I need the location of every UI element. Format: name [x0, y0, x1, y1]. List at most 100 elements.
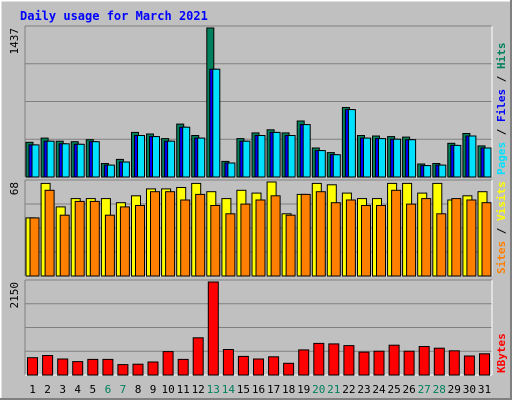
legend-visits-sites: Sites / Visits	[495, 181, 508, 274]
bar-kbytes-day-23	[358, 351, 370, 376]
bar-kbytes-day-29	[448, 350, 460, 376]
x-tick-label-day-28: 28	[433, 383, 446, 396]
bar-sites-day-27	[421, 198, 432, 277]
bar-pages-day-27	[423, 165, 432, 178]
bar-sites-day-29	[451, 198, 462, 277]
bar-sites-day-24	[376, 205, 386, 277]
bar-sites-day-3	[59, 214, 70, 277]
bar-sites-day-14	[225, 213, 236, 277]
x-tick-label-day-22: 22	[342, 383, 355, 396]
bar-kbytes-day-3	[57, 358, 69, 376]
legend-entry: KBytes	[495, 333, 508, 373]
x-tick-label-day-29: 29	[448, 383, 461, 396]
panel-visits-sites: 68 Sites / Visits	[8, 179, 508, 277]
x-tick-label-day-11: 11	[177, 383, 190, 396]
x-tick-label-day-18: 18	[282, 383, 295, 396]
bar-pages-day-23	[363, 137, 371, 178]
x-tick-label-day-14: 14	[222, 383, 236, 396]
legend-entry: /	[495, 122, 508, 142]
bar-sites-day-17	[270, 195, 281, 277]
bar-pages-day-10	[167, 140, 176, 178]
legend-entry: Pages	[495, 142, 508, 175]
bar-pages-day-28	[438, 164, 447, 178]
legend-entry: Visits	[495, 181, 508, 221]
bar-kbytes-day-30	[463, 355, 475, 376]
bar-kbytes-day-24	[373, 350, 385, 376]
x-tick-label-day-26: 26	[402, 383, 415, 396]
x-tick-label-day-19: 19	[297, 383, 310, 396]
bar-pages-day-14	[227, 162, 236, 178]
bar-pages-day-17	[272, 131, 281, 178]
bar-kbytes-day-27	[418, 346, 430, 376]
bar-pages-day-29	[453, 144, 462, 178]
bar-kbytes-day-6	[102, 358, 114, 376]
bar-sites-day-30	[466, 199, 477, 277]
bar-pages-day-9	[152, 136, 160, 178]
bar-sites-day-22	[345, 199, 356, 277]
bar-sites-day-25	[391, 189, 402, 277]
panel-hits-files-pages: 1437 Pages / Files / Hits	[8, 25, 508, 178]
x-tick-label-day-16: 16	[252, 383, 265, 396]
bar-sites-day-9	[150, 191, 160, 277]
bar-pages-day-15	[242, 140, 251, 178]
bar-pages-day-18	[287, 135, 296, 178]
x-tick-label-day-31: 31	[478, 383, 491, 396]
x-tick-label-day-23: 23	[357, 383, 370, 396]
bar-pages-day-24	[378, 138, 386, 178]
bar-kbytes-day-7	[117, 364, 129, 376]
x-tick-label-day-20: 20	[312, 383, 325, 396]
x-tick-label-day-8: 8	[135, 383, 142, 396]
bar-pages-day-21	[332, 154, 341, 178]
bar-kbytes-day-4	[72, 361, 84, 376]
bar-kbytes-day-25	[388, 344, 400, 376]
bar-pages-day-6	[106, 164, 115, 178]
x-tick-label-day-21: 21	[327, 383, 340, 396]
bar-kbytes-day-28	[433, 347, 445, 376]
bar-pages-day-20	[317, 150, 326, 178]
bar-kbytes-day-31	[479, 353, 490, 376]
x-tick-label-day-27: 27	[418, 383, 431, 396]
bar-kbytes-day-11	[177, 358, 189, 376]
bar-sites-day-31	[481, 202, 492, 277]
x-tick-label-day-25: 25	[387, 383, 400, 396]
bar-sites-day-19	[300, 193, 311, 277]
legend-entry: Files	[495, 89, 508, 122]
y-max-label: 68	[8, 182, 21, 195]
x-tick-label-day-6: 6	[105, 383, 112, 396]
x-tick-label-day-15: 15	[237, 383, 250, 396]
bar-kbytes-day-9	[147, 361, 159, 376]
bar-pages-day-2	[46, 140, 55, 178]
bar-pages-day-19	[302, 124, 311, 178]
bar-pages-day-31	[483, 147, 492, 178]
bar-pages-day-3	[61, 143, 70, 178]
legend-entry: /	[495, 221, 508, 241]
bar-pages-day-26	[408, 139, 417, 178]
bar-sites-day-15	[240, 203, 251, 277]
bar-kbytes-day-10	[162, 351, 174, 376]
bar-kbytes-day-15	[237, 355, 249, 376]
bar-kbytes-day-21	[328, 343, 340, 376]
bar-sites-day-2	[44, 189, 55, 277]
bar-sites-day-13	[210, 205, 221, 277]
x-axis-day-labels: 1 2 3 4 5 6 7 8 9 10 11 12 13 14 15 16 17 18 19 20 21 22 23 24 2…	[29, 383, 491, 396]
x-tick-label-day-17: 17	[267, 383, 280, 396]
x-tick-label-day-7: 7	[120, 383, 127, 396]
bar-sites-day-26	[406, 203, 417, 277]
chart-title: Daily usage for March 2021	[20, 9, 208, 23]
bar-pages-day-22	[347, 109, 356, 178]
x-tick-label-day-1: 1	[29, 383, 36, 396]
legend-entry: /	[495, 69, 508, 89]
x-tick-label-day-5: 5	[89, 383, 96, 396]
bar-sites-day-12	[195, 193, 206, 277]
bar-kbytes-day-14	[222, 349, 234, 376]
bar-kbytes-day-1	[27, 357, 38, 376]
y-max-label: 2150	[8, 282, 21, 309]
series-sites	[29, 189, 492, 277]
y-max-label: 1437	[8, 28, 21, 55]
x-tick-label-day-13: 13	[207, 383, 220, 396]
bar-kbytes-day-19	[298, 349, 310, 376]
series-kbytes	[27, 281, 490, 376]
x-tick-label-day-3: 3	[59, 383, 66, 396]
bar-pages-day-4	[76, 143, 85, 178]
